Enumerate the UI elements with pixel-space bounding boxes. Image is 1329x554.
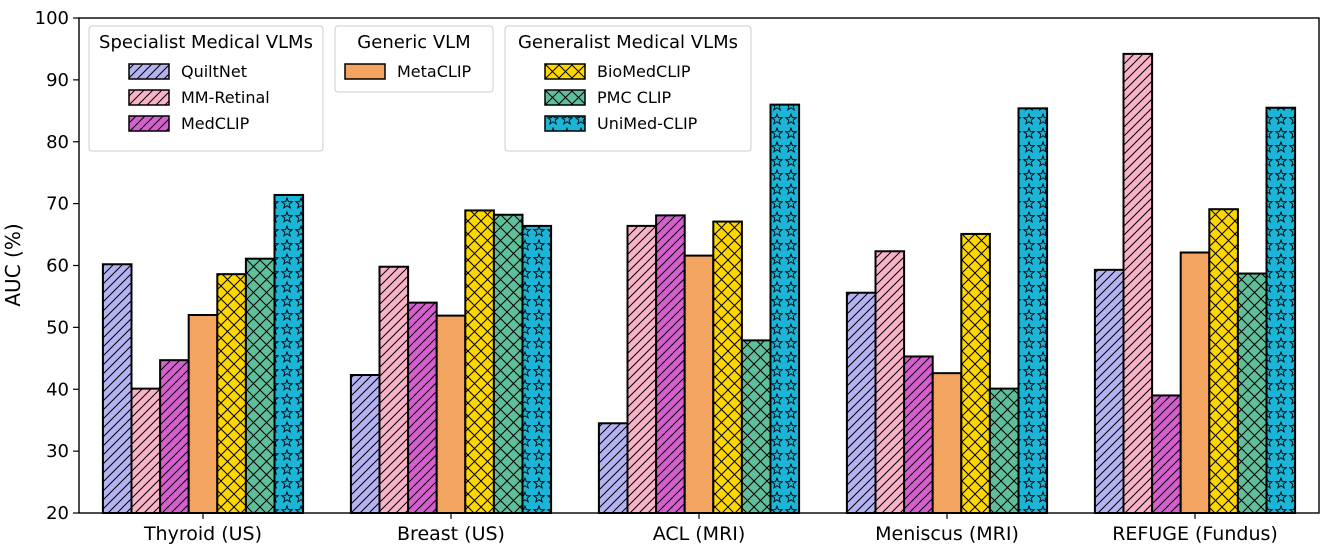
x-tick-label-thyroid-us: Thyroid (US) <box>143 523 262 545</box>
legend-title: Generalist Medical VLMs <box>518 32 738 53</box>
y-tick-label: 80 <box>46 132 69 153</box>
bar-mm-retinal-meniscus-mri <box>874 250 906 515</box>
y-tick-label: 60 <box>46 256 69 277</box>
bar-medclip-acl-mri <box>655 214 686 514</box>
bar-mm-retinal-acl-mri <box>626 224 658 514</box>
bar-mm-retinal-breast-us <box>378 265 410 514</box>
bar-medclip-refuge-fundus <box>1151 394 1182 514</box>
bar-quiltnet-meniscus-mri <box>845 291 877 515</box>
bar-pmc-clip-thyroid-us <box>244 257 276 514</box>
legend-swatch-pmc-clip <box>544 89 586 106</box>
bar-pmc-clip-refuge-fundus <box>1236 272 1268 515</box>
y-tick-label: 30 <box>46 441 69 462</box>
bar-quiltnet-refuge-fundus <box>1093 268 1125 514</box>
bar-biomedclip-meniscus-mri <box>960 232 991 514</box>
legend: Specialist Medical VLMs QuiltNet MM-Retina… <box>88 25 752 152</box>
bar-unimed-clip-breast-us <box>521 224 553 514</box>
y-tick-label: 50 <box>46 317 69 338</box>
legend-label-metaclip: MetaCLIP <box>397 62 472 81</box>
legend-label-biomedclip: BioMedCLIP <box>597 62 691 81</box>
x-tick-label-meniscus-mri: Meniscus (MRI) <box>875 523 1019 545</box>
legend-group-generalist-medical-vlms: Generalist Medical VLMs BioMedCLIP PMC CLI… <box>504 25 752 152</box>
bar-metaclip-acl-mri <box>683 254 715 514</box>
bar-mm-retinal-refuge-fundus <box>1122 52 1154 514</box>
legend-title: Generic VLM <box>357 32 470 53</box>
legend-swatch-medclip <box>128 115 170 132</box>
legend-group-generic-vlm: Generic VLM MetaCLIP <box>334 25 494 93</box>
legend-swatch-biomedclip <box>544 63 586 80</box>
bar-unimed-clip-refuge-fundus <box>1265 106 1297 514</box>
bar-quiltnet-acl-mri <box>597 422 629 514</box>
bar-pmc-clip-acl-mri <box>740 339 772 514</box>
bar-metaclip-breast-us <box>435 314 467 514</box>
bar-metaclip-meniscus-mri <box>931 372 963 514</box>
bar-biomedclip-refuge-fundus <box>1208 208 1239 514</box>
y-tick-label: 100 <box>35 8 69 29</box>
bar-metaclip-thyroid-us <box>187 314 219 514</box>
bar-quiltnet-breast-us <box>349 374 381 514</box>
x-tick-label-acl-mri: ACL (MRI) <box>653 523 746 545</box>
bar-medclip-meniscus-mri <box>903 355 934 514</box>
bar-unimed-clip-acl-mri <box>769 103 801 515</box>
y-tick-label: 70 <box>46 194 69 215</box>
bar-medclip-breast-us <box>407 301 438 515</box>
x-axis: Thyroid (US) Breast (US) ACL (MRI) Meniscus… <box>143 513 1278 545</box>
legend-swatch-metaclip <box>344 63 386 80</box>
bars-layer <box>101 52 1297 515</box>
bar-pmc-clip-meniscus-mri <box>988 387 1020 515</box>
legend-label-pmc-clip: PMC CLIP <box>597 88 672 107</box>
bar-metaclip-refuge-fundus <box>1179 251 1211 514</box>
y-tick-label: 90 <box>46 70 69 91</box>
y-tick-label: 20 <box>46 503 69 524</box>
legend-label-quiltnet: QuiltNet <box>181 62 247 81</box>
legend-group-specialist-medical-vlms: Specialist Medical VLMs QuiltNet MM-Retina… <box>88 25 324 152</box>
legend-swatch-quiltnet <box>128 63 170 80</box>
legend-label-unimed-clip: UniMed-CLIP <box>597 114 698 133</box>
bar-unimed-clip-thyroid-us <box>273 193 305 515</box>
legend-swatch-unimed-clip <box>544 115 586 132</box>
y-axis-title: AUC (%) <box>1 223 25 306</box>
y-axis: 20 30 40 50 60 70 80 90 100 <box>35 8 79 524</box>
bar-quiltnet-thyroid-us <box>101 263 133 515</box>
y-tick-label: 40 <box>46 379 69 400</box>
bar-unimed-clip-meniscus-mri <box>1017 107 1049 514</box>
bar-medclip-thyroid-us <box>159 359 190 515</box>
bar-pmc-clip-breast-us <box>492 213 524 514</box>
legend-label-medclip: MedCLIP <box>181 114 250 133</box>
x-tick-label-breast-us: Breast (US) <box>397 523 505 545</box>
x-tick-label-refuge-fundus: REFUGE (Fundus) <box>1112 523 1278 545</box>
bar-biomedclip-acl-mri <box>712 220 743 514</box>
bar-mm-retinal-thyroid-us <box>130 387 162 515</box>
legend-label-mm-retinal: MM-Retinal <box>181 88 270 107</box>
bar-biomedclip-thyroid-us <box>216 273 247 514</box>
bar-biomedclip-breast-us <box>464 209 495 514</box>
legend-swatch-mm-retinal <box>128 89 170 106</box>
legend-title: Specialist Medical VLMs <box>99 32 313 53</box>
